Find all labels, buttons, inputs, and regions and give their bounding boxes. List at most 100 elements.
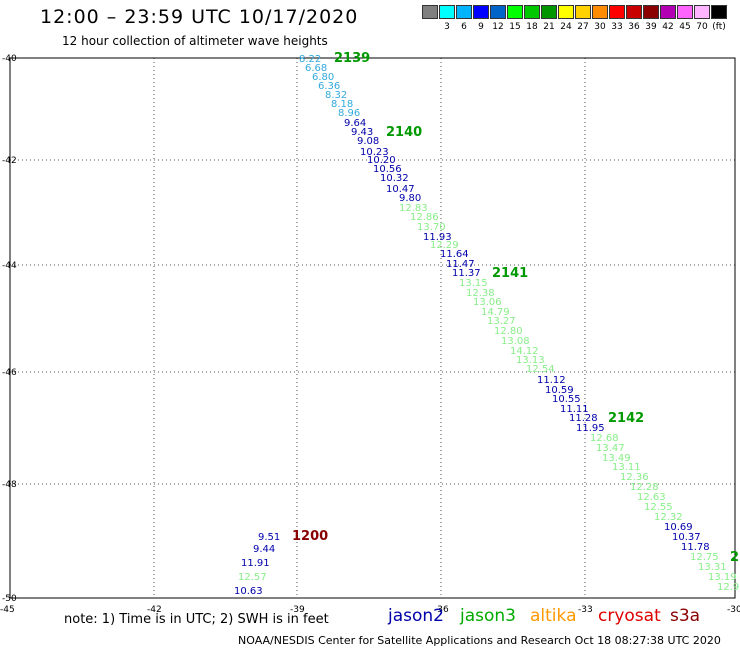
pass-number-label: 2141: [492, 266, 528, 281]
wave-height-label: 13.70: [417, 222, 446, 233]
wave-height-label: 12.75: [690, 552, 719, 563]
lat-tick-label: -48: [2, 480, 17, 490]
page-title: 12:00 – 23:59 UTC 10/17/2020: [40, 6, 359, 28]
wave-height-label: 13.11: [612, 462, 641, 473]
wave-height-label: 12.9: [717, 582, 739, 593]
colorbar-cell: [694, 5, 710, 19]
colorbar-label: 24: [560, 22, 572, 32]
wave-height-label: 11.78: [681, 542, 710, 553]
wave-height-label: 10.56: [373, 164, 402, 175]
lon-tick-label: -42: [147, 605, 162, 615]
colorbar-label: 45: [679, 22, 691, 32]
colorbar-label: 21: [543, 22, 555, 32]
colorbar-cell: [711, 5, 727, 19]
colorbar-cell: [507, 5, 523, 19]
wave-height-label: 12.36: [620, 472, 649, 483]
colorbar-cell: [456, 5, 472, 19]
wave-height-points: 8.226.686.806.368.328.188.969.649.439.08…: [234, 54, 739, 597]
lat-tick-label: -44: [2, 261, 17, 271]
legend-s3a: s3a: [670, 606, 701, 626]
colorbar-cell: [524, 5, 540, 19]
pass-number-label: 2: [730, 550, 739, 565]
wave-height-label: 13.06: [473, 297, 502, 308]
wave-height-label: 11.37: [452, 268, 481, 279]
colorbar-cell: [677, 5, 693, 19]
wave-height-label: 11.93: [423, 232, 452, 243]
colorbar-cell: [609, 5, 625, 19]
wave-height-label: 6.68: [305, 63, 327, 74]
wave-height-label: 9.08: [357, 136, 379, 147]
wave-height-label: 10.63: [234, 586, 263, 597]
colorbar-label: 15: [509, 22, 521, 32]
pass-number-label: 1200: [292, 529, 328, 544]
legend-jason3: jason3: [460, 606, 516, 626]
colorbar-label: 9: [478, 22, 484, 32]
wave-height-label: 10.59: [545, 385, 574, 396]
wave-height-label: 10.37: [672, 532, 701, 543]
pass-number-labels: 2139 2140 2141 2142 2 1200: [292, 51, 739, 565]
wave-height-label: 12.32: [654, 512, 683, 523]
pass-number-label: 2139: [334, 51, 370, 66]
wave-height-label: 14.12: [510, 346, 539, 357]
wave-height-label: 11.91: [241, 558, 270, 569]
wave-height-label: 10.20: [367, 155, 396, 166]
wave-height-label: 11.95: [576, 423, 605, 434]
colorbar-cell: [439, 5, 455, 19]
wave-height-label: 13.08: [501, 336, 530, 347]
wave-height-label: 9.64: [344, 118, 366, 129]
wave-height-label: 13.15: [459, 278, 488, 289]
wave-height-label: 11.47: [446, 259, 475, 270]
wave-height-label: 12.28: [630, 482, 659, 493]
lon-tick-label: -36: [434, 605, 449, 615]
colorbar-label: 42: [662, 22, 674, 32]
wave-height-label: 9.51: [258, 532, 280, 543]
lon-tick-label: -33: [578, 605, 593, 615]
units-note: note: 1) Time is in UTC; 2) SWH is in fe…: [64, 612, 329, 627]
map-frame: [9, 57, 736, 599]
wave-height-label: 6.80: [312, 72, 334, 83]
wave-height-label: 6.36: [318, 81, 340, 92]
colorbar-cell: [473, 5, 489, 19]
lon-tick-label: -30: [727, 605, 740, 615]
wave-height-label: 12.54: [526, 364, 555, 375]
wave-height-label: 10.55: [552, 394, 581, 405]
lat-lon-grid: [9, 57, 736, 599]
wave-height-label: 10.23: [360, 147, 389, 158]
colorbar-cell: [575, 5, 591, 19]
colorbar-label: 18: [526, 22, 538, 32]
wave-height-label: 11.28: [569, 413, 598, 424]
wave-height-label: 13.13: [516, 355, 545, 366]
lat-tick-label: -46: [2, 368, 17, 378]
colorbar-label: 12: [492, 22, 504, 32]
wave-height-label: 12.83: [399, 203, 428, 214]
colorbar-label: 36: [628, 22, 640, 32]
wave-height-label: 11.11: [560, 404, 589, 415]
wave-height-label: 12.63: [637, 492, 666, 503]
wave-height-label: 13.27: [487, 316, 516, 327]
colorbar-label: (ft): [712, 22, 726, 32]
colorbar-label: 70: [696, 22, 708, 32]
wave-height-label: 13.49: [602, 453, 631, 464]
lon-tick-label: -45: [0, 605, 15, 615]
colorbar-cell: [626, 5, 642, 19]
pass-number-label: 2142: [608, 411, 644, 426]
wave-height-label: 10.32: [380, 173, 409, 184]
axis-tick-labels: -40 -42 -44 -46 -48 -50-45 -42 -39 -36 -33 -30: [0, 54, 740, 615]
legend-altika: altika: [530, 606, 577, 626]
colorbar-label: 27: [577, 22, 589, 32]
colorbar-label: 6: [461, 22, 467, 32]
wave-height-label: 12.29: [430, 240, 459, 251]
legend-jason2: jason2: [388, 606, 444, 626]
colorbar-cell: [592, 5, 608, 19]
wave-height-label: 8.96: [338, 108, 360, 119]
colorbar-label: 3: [444, 22, 450, 32]
wave-height-label: 13.31: [698, 562, 727, 573]
colorbar-label: 33: [611, 22, 623, 32]
lon-tick-label: -39: [290, 605, 305, 615]
wave-height-label: 8.18: [331, 99, 353, 110]
wave-height-label: 9.43: [351, 127, 373, 138]
wave-height-label: 12.55: [644, 502, 673, 513]
lat-tick-label: -42: [2, 156, 17, 166]
